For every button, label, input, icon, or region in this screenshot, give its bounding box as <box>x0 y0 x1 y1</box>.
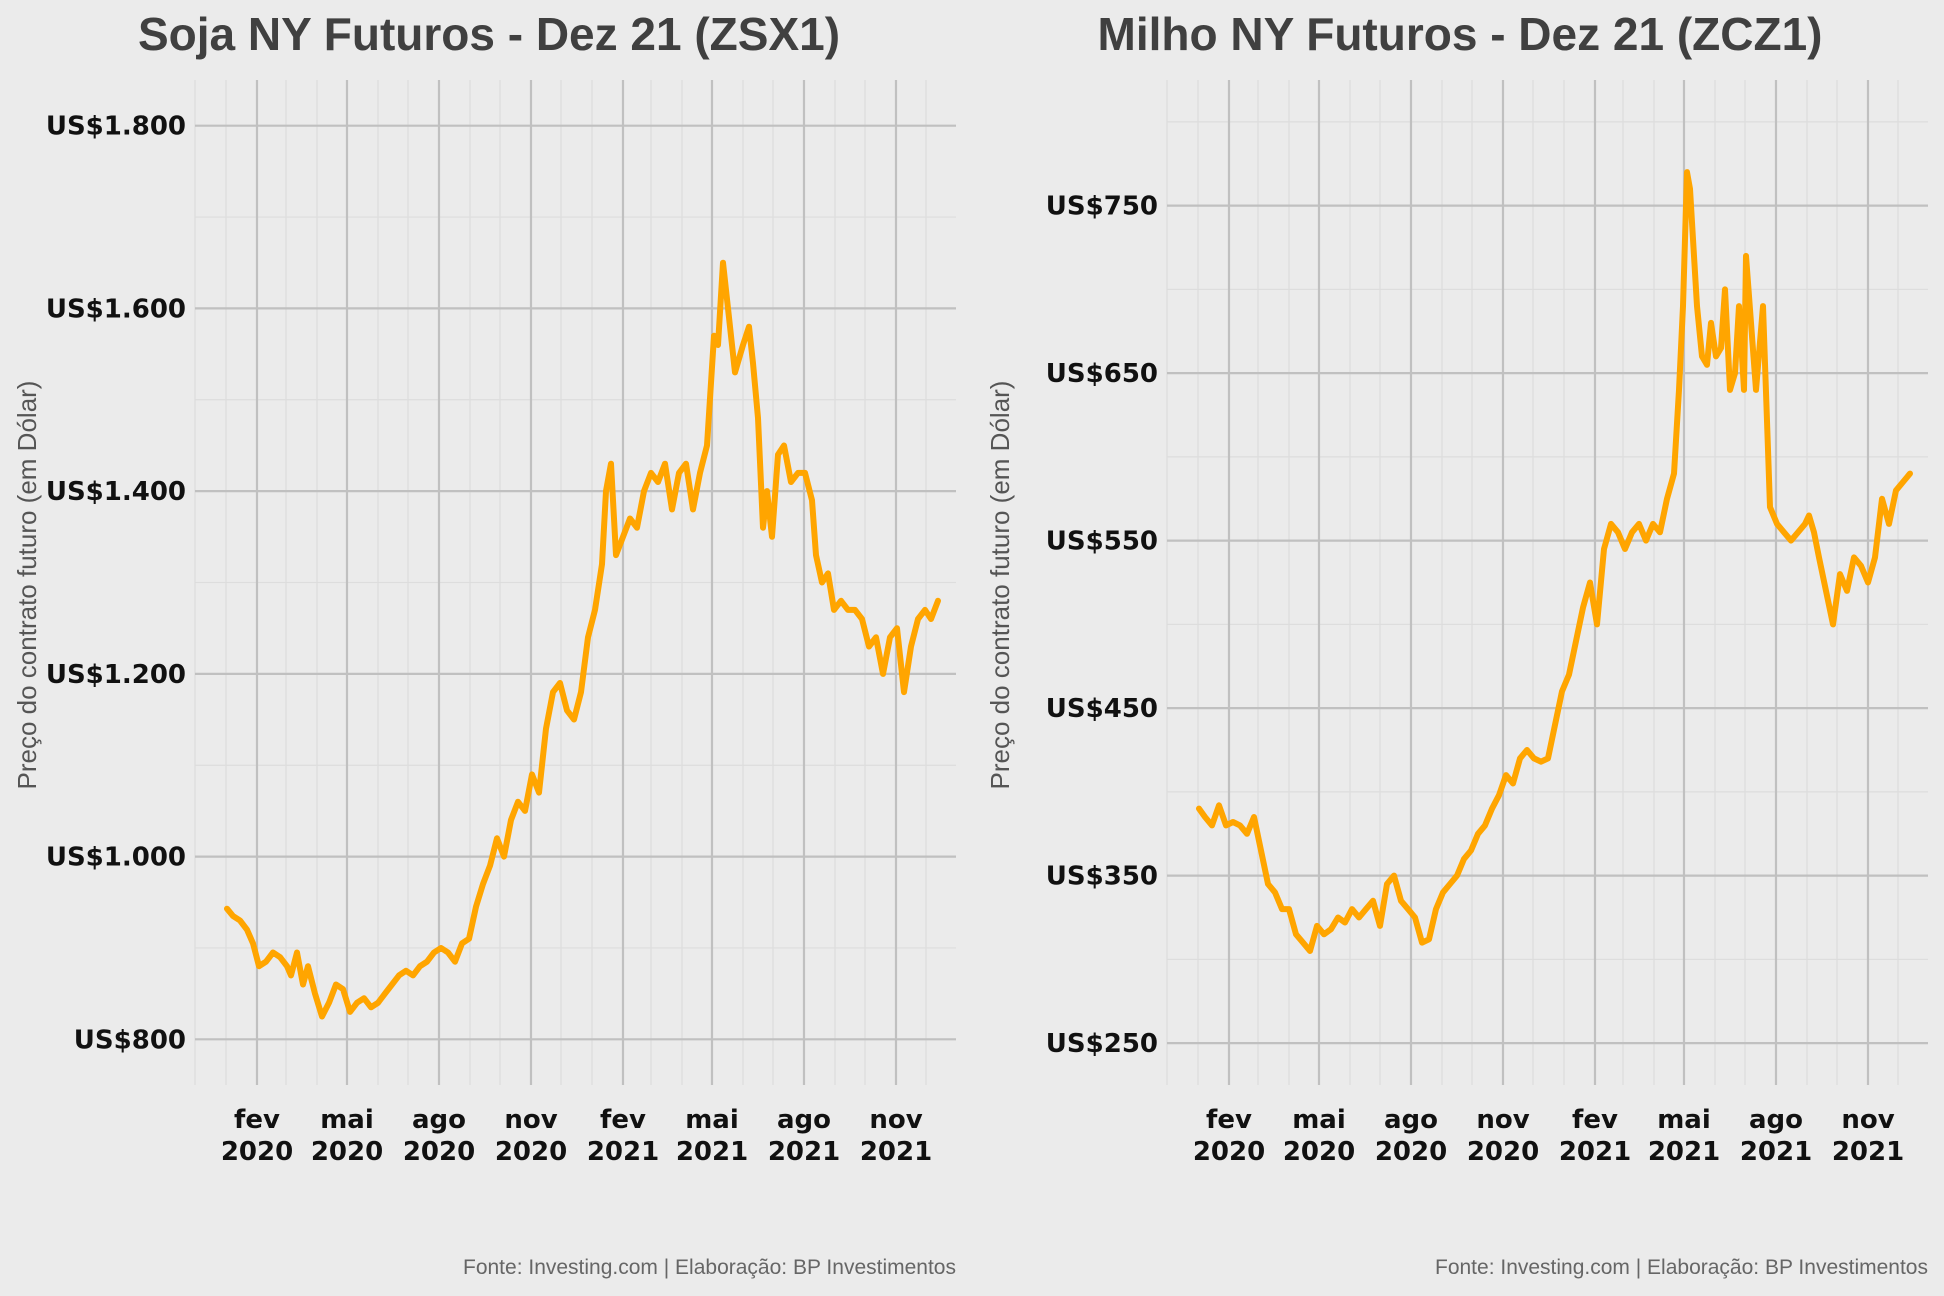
milho-y-tick-label: US$350 <box>1046 862 1158 892</box>
soja-x-tick-month: fev <box>234 1105 280 1135</box>
milho-x-tick-year: 2020 <box>1283 1137 1355 1167</box>
soja-x-tick-month: mai <box>685 1105 739 1135</box>
milho-x-tick-year: 2021 <box>1832 1137 1904 1167</box>
milho-x-tick-labels: fev2020mai2020ago2020nov2020fev2021mai20… <box>1193 1105 1904 1167</box>
milho-y-tick-label: US$450 <box>1046 694 1158 724</box>
milho-x-tick-year: 2021 <box>1648 1137 1720 1167</box>
soja-y-tick-labels: US$800 US$1.000 US$1.200 US$1.400 US$1.600 US… <box>46 112 186 1056</box>
soja-x-tick-month: nov <box>869 1105 922 1135</box>
milho-x-tick-year: 2021 <box>1740 1137 1812 1167</box>
soja-x-tick-year: 2021 <box>860 1137 932 1167</box>
soja-x-tick-month: nov <box>504 1105 557 1135</box>
milho-price-line <box>1196 169 1913 954</box>
soja-y-axis-title: Preço do contrato futuro (em Dólar) <box>12 381 42 790</box>
milho-x-tick-month: nov <box>1841 1105 1894 1135</box>
milho-x-tick-month: mai <box>1292 1105 1346 1135</box>
soja-x-tick-month: ago <box>412 1105 466 1135</box>
soja-y-tick-label: US$1.200 <box>46 660 186 690</box>
milho-source-caption: Fonte: Investing.com | Elaboração: BP In… <box>1435 1256 1928 1279</box>
soja-y-tick-label: US$1.800 <box>46 112 186 142</box>
milho-x-tick-month: ago <box>1384 1105 1438 1135</box>
soja-x-tick-year: 2020 <box>495 1137 567 1167</box>
soja-source-caption: Fonte: Investing.com | Elaboração: BP In… <box>463 1256 956 1279</box>
milho-x-tick-year: 2020 <box>1193 1137 1265 1167</box>
milho-x-tick-month: nov <box>1476 1105 1529 1135</box>
milho-x-tick-year: 2020 <box>1467 1137 1539 1167</box>
milho-chart-title: Milho NY Futuros - Dez 21 (ZCZ1) <box>1098 8 1823 60</box>
milho-y-axis-title: Preço do contrato futuro (em Dólar) <box>985 381 1015 790</box>
milho-y-tick-label: US$550 <box>1046 527 1158 557</box>
soja-x-tick-year: 2021 <box>768 1137 840 1167</box>
soja-y-tick-label: US$1.400 <box>46 477 186 507</box>
soja-x-tick-year: 2021 <box>587 1137 659 1167</box>
soja-x-tick-labels: fev2020mai2020ago2020nov2020fev2021mai20… <box>221 1105 932 1167</box>
soja-x-tick-year: 2021 <box>676 1137 748 1167</box>
milho-y-tick-label: US$250 <box>1046 1029 1158 1059</box>
milho-x-tick-year: 2021 <box>1559 1137 1631 1167</box>
milho-y-tick-label: US$750 <box>1046 192 1158 222</box>
milho-x-tick-month: fev <box>1206 1105 1252 1135</box>
soja-y-tick-label: US$800 <box>74 1025 186 1055</box>
milho-x-tick-month: mai <box>1657 1105 1711 1135</box>
soja-price-line <box>224 259 941 1020</box>
soja-chart-panel: Soja NY Futuros - Dez 21 (ZSX1) Preço do… <box>12 8 956 1279</box>
soja-x-tick-month: ago <box>777 1105 831 1135</box>
soja-x-tick-month: mai <box>320 1105 374 1135</box>
milho-y-tick-label: US$650 <box>1046 359 1158 389</box>
milho-y-tick-labels: US$250 US$350 US$450 US$550 US$650 US$750 <box>1046 192 1158 1060</box>
soja-chart-title: Soja NY Futuros - Dez 21 (ZSX1) <box>138 8 840 60</box>
soja-x-tick-month: fev <box>600 1105 646 1135</box>
soja-y-tick-label: US$1.000 <box>46 843 186 873</box>
milho-chart-panel: Milho NY Futuros - Dez 21 (ZCZ1) Preço d… <box>985 8 1928 1279</box>
soja-y-tick-label: US$1.600 <box>46 294 186 324</box>
soja-x-tick-year: 2020 <box>311 1137 383 1167</box>
milho-x-tick-year: 2020 <box>1375 1137 1447 1167</box>
soja-gridlines <box>194 80 956 1085</box>
soja-x-tick-year: 2020 <box>403 1137 475 1167</box>
milho-x-tick-month: fev <box>1572 1105 1618 1135</box>
milho-x-tick-month: ago <box>1749 1105 1803 1135</box>
soja-x-tick-year: 2020 <box>221 1137 293 1167</box>
